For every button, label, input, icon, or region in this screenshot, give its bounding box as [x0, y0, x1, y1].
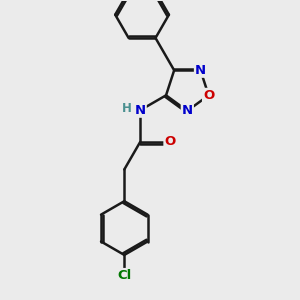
Text: N: N	[195, 64, 206, 77]
Text: O: O	[203, 89, 214, 102]
Text: H: H	[122, 102, 132, 115]
Text: O: O	[164, 136, 176, 148]
Text: Cl: Cl	[117, 269, 131, 282]
Text: N: N	[182, 104, 193, 117]
Text: N: N	[135, 104, 146, 117]
